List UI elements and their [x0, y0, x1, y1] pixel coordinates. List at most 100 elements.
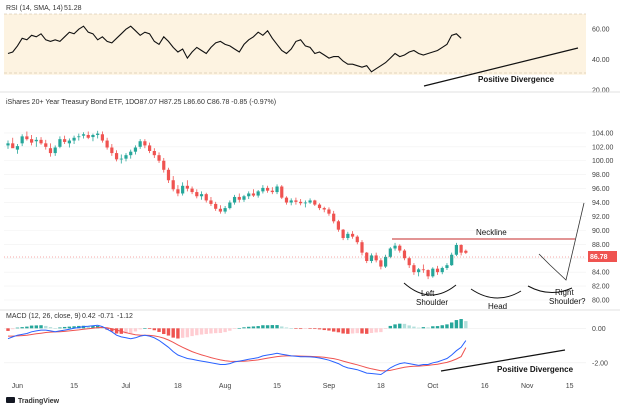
- candle-body-94: [450, 254, 454, 266]
- last-price-tag: [588, 251, 617, 262]
- price-y-tick-4: 96.00: [592, 186, 610, 193]
- macd-hist-bar-6: [34, 325, 39, 329]
- rsi-current-value: 51.28: [64, 5, 82, 12]
- macd-panel: MACD (12, 26, close, 9) 0.42 -0.71 -1.12…: [4, 313, 608, 376]
- candle-body-77: [369, 255, 374, 262]
- macd-hist-bar-48: [232, 328, 237, 329]
- candle-body-4: [25, 136, 29, 140]
- candle-body-27: [133, 147, 138, 152]
- macd-hist-bar-28: [138, 328, 142, 330]
- candle-body-36: [176, 189, 180, 194]
- macd-line-value: -0.71: [98, 313, 114, 320]
- candle-body-48: [232, 196, 237, 203]
- macd-hist-bar-11: [58, 327, 62, 329]
- candle-body-28: [138, 141, 142, 147]
- candle-body-84: [402, 250, 407, 259]
- x-axis: Jun 15 Jul 18 Aug 15 Sep 18 Oct 16 Nov 15: [12, 383, 574, 390]
- candle-body-25: [124, 155, 128, 159]
- macd-hist-bar-83: [398, 323, 402, 329]
- x-tick-4: Aug: [219, 383, 232, 390]
- rsi-y-tick-2: 20.00: [592, 88, 610, 95]
- price-title: iShares 20+ Year Treasury Bond ETF, 1D: [6, 99, 134, 106]
- candle-body-44: [214, 203, 218, 209]
- candle-body-76: [365, 252, 369, 262]
- candle-body-49: [237, 196, 241, 200]
- candle-body-30: [148, 145, 152, 151]
- right-shoulder-label-1: Right: [555, 288, 574, 297]
- macd-hist-bar-5: [29, 325, 34, 329]
- macd-hist-bar-94: [449, 322, 454, 329]
- macd-hist-bar-77: [369, 328, 374, 333]
- candle-body-81: [388, 248, 392, 257]
- candle-body-21: [105, 140, 109, 148]
- macd-hist-bar-69: [331, 328, 336, 332]
- candle-body-90: [431, 268, 435, 277]
- macd-hist-bar-25: [124, 328, 128, 334]
- head-label: Head: [488, 302, 507, 311]
- macd-hist-bar-53: [256, 326, 260, 329]
- macd-hist-bar-72: [346, 328, 350, 334]
- macd-hist-bar-66: [317, 328, 322, 330]
- macd-hist-bar-76: [365, 328, 369, 334]
- macd-hist-bar-65: [313, 328, 317, 330]
- rsi-divergence-line: [423, 47, 579, 87]
- left-shoulder-label-2: Shoulder: [416, 298, 448, 307]
- candle-body-73: [350, 233, 355, 237]
- rsi-line: [7, 25, 462, 73]
- x-tick-7: 18: [377, 383, 385, 390]
- macd-hist-bar-32: [157, 328, 161, 332]
- macd-hist-bar-31: [152, 328, 157, 331]
- macd-hist-bar-26: [129, 328, 133, 334]
- macd-hist-bar-74: [355, 328, 359, 334]
- macd-hist-bar-93: [445, 324, 449, 329]
- candle-body-97: [464, 250, 468, 253]
- macd-hist-bar-89: [426, 327, 430, 329]
- left-shoulder-arc: [403, 282, 457, 296]
- macd-hist-bar-75: [360, 328, 364, 334]
- candle-body-46: [223, 208, 227, 212]
- candle-body-39: [190, 188, 194, 193]
- macd-y-tick-1: -2.00: [592, 360, 608, 367]
- macd-hist-bar-91: [435, 326, 440, 329]
- price-y-tick-7: 90.00: [592, 228, 610, 235]
- tv-logo-icon: [6, 397, 15, 403]
- macd-hist-bar-17: [86, 325, 90, 329]
- candle-body-3: [20, 136, 24, 144]
- candle-body-80: [384, 256, 388, 267]
- macd-hist-bar-12: [62, 326, 67, 329]
- candle-body-9: [48, 148, 53, 154]
- candle-body-26: [129, 151, 133, 156]
- candle-body-6: [34, 139, 38, 142]
- candle-body-20: [100, 134, 104, 141]
- macd-divergence-label: Positive Divergence: [497, 365, 574, 374]
- candle-body-11: [58, 139, 62, 147]
- candle-body-65: [313, 200, 317, 205]
- price-y-tick-0: 104.00: [592, 130, 614, 137]
- macd-hist-bar-96: [459, 319, 463, 329]
- x-tick-3: 18: [174, 383, 182, 390]
- candle-body-56: [270, 190, 274, 193]
- macd-hist-bar-39: [190, 328, 194, 337]
- macd-hist-bar-8: [44, 325, 48, 329]
- macd-hist-bar-1: [11, 328, 15, 330]
- macd-hist-bar-49: [237, 327, 241, 329]
- macd-hist-bar-40: [195, 328, 199, 336]
- macd-hist-bar-0: [6, 328, 10, 331]
- price-y-tick-6: 92.00: [592, 214, 610, 221]
- rsi-title: RSI (14, SMA, 14): [6, 5, 63, 12]
- candle-body-40: [195, 192, 199, 197]
- macd-hist-bar-73: [350, 328, 355, 334]
- rsi-divergence-label: Positive Divergence: [478, 75, 555, 84]
- rsi-y-tick-1: 40.00: [592, 57, 610, 64]
- candle-body-63: [303, 202, 307, 204]
- macd-hist-bar-70: [336, 328, 341, 333]
- macd-hist-bar-38: [185, 328, 190, 338]
- macd-title: MACD (12, 26, close, 9): [6, 313, 81, 320]
- macd-hist-bar-63: [303, 328, 308, 329]
- macd-hist-bar-62: [298, 328, 303, 330]
- rsi-y-tick-0: 60.00: [592, 27, 610, 34]
- candle-body-82: [393, 245, 397, 249]
- head-arc: [470, 288, 522, 299]
- candle-body-31: [152, 150, 156, 156]
- tradingview-logo: TradingView: [6, 397, 60, 405]
